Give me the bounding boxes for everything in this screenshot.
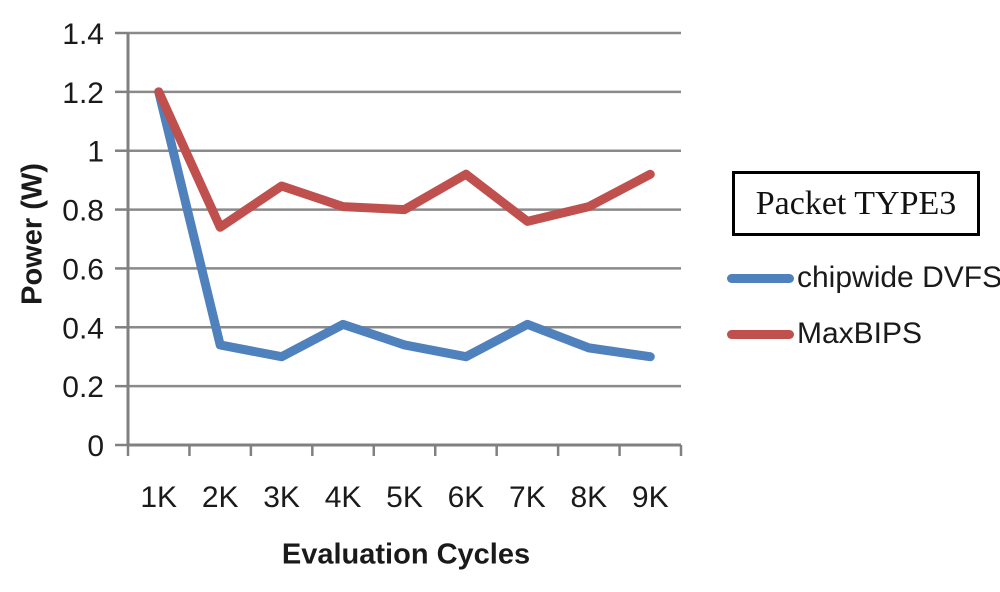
y-tick-label: 0.2 — [62, 371, 104, 404]
legend-label-chipwide-dvfs: chipwide DVFS — [797, 261, 1000, 294]
y-tick-label: 0.8 — [62, 195, 104, 228]
y-tick-label: 0.4 — [62, 312, 104, 345]
legend-line-sample-blue-icon — [727, 273, 794, 283]
series-line-chipwide-dvfs — [154, 87, 655, 362]
y-tick-label: 1 — [87, 136, 104, 169]
y-axis-title: Power (W) — [16, 163, 49, 305]
y-tick-label: 0 — [87, 430, 104, 463]
legend-entry-maxbips: MaxBIPS — [727, 317, 922, 351]
x-axis-title: Evaluation Cycles — [281, 538, 531, 571]
legend-title-box: Packet TYPE3 — [732, 171, 980, 236]
x-tick-label: 1K — [140, 481, 177, 514]
y-tick-label: 0.6 — [62, 253, 104, 286]
x-tick-label: 6K — [448, 481, 485, 514]
legend-title: Packet TYPE3 — [755, 184, 957, 222]
legend-line-sample-red-icon — [727, 329, 794, 339]
x-tick-label: 7K — [509, 481, 546, 514]
series-line-maxbips — [154, 87, 655, 232]
y-tick-label: 1.4 — [62, 18, 104, 51]
legend-entry-chipwide-dvfs: chipwide DVFS — [727, 261, 1000, 295]
x-tick-label: 5K — [386, 481, 423, 514]
x-tick-label: 2K — [202, 481, 239, 514]
legend-label-maxbips: MaxBIPS — [797, 317, 923, 350]
x-tick-label: 9K — [632, 481, 669, 514]
x-tick-label: 8K — [570, 481, 607, 514]
x-tick-label: 4K — [325, 481, 362, 514]
x-tick-label: 3K — [263, 481, 300, 514]
y-tick-label: 1.2 — [62, 77, 104, 110]
